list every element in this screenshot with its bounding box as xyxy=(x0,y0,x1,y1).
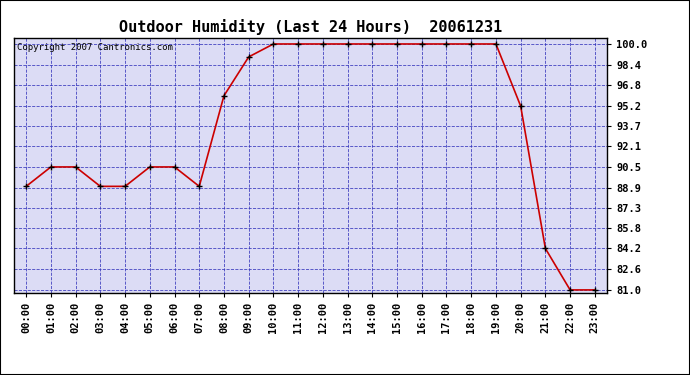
Text: Copyright 2007 Cantronics.com: Copyright 2007 Cantronics.com xyxy=(17,43,172,52)
Title: Outdoor Humidity (Last 24 Hours)  20061231: Outdoor Humidity (Last 24 Hours) 2006123… xyxy=(119,19,502,35)
